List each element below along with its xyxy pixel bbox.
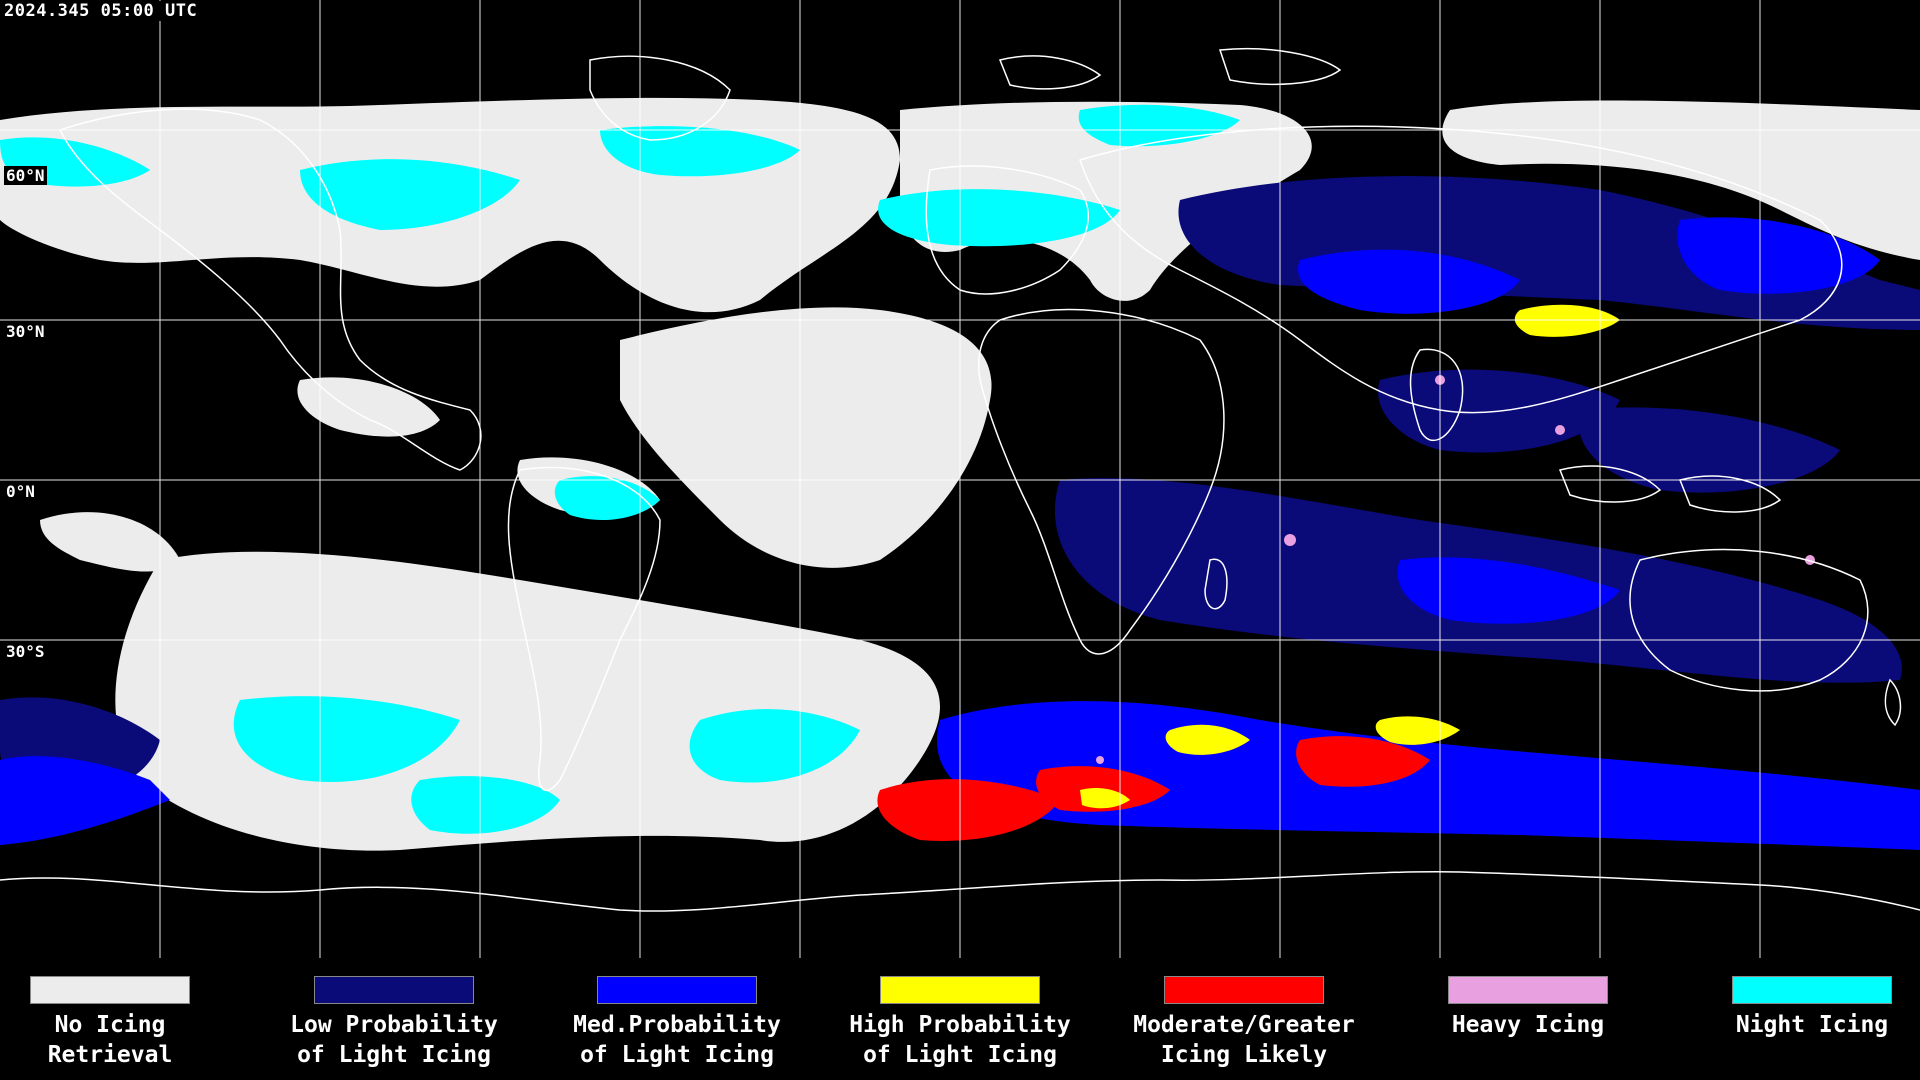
- moderate-icing-layer: [877, 736, 1430, 841]
- timestamp-label: 2024.345 05:00 UTC: [2, 1, 200, 21]
- legend-swatch-high: [880, 976, 1040, 1004]
- legend-swatch-heavy: [1448, 976, 1608, 1004]
- legend-swatch-moderate: [1164, 976, 1324, 1004]
- lat-label-30s: 30°S: [4, 642, 47, 661]
- legend-item-low: Low Probability of Light Icing: [254, 976, 534, 1070]
- legend-swatch-low: [314, 976, 474, 1004]
- legend-label-night: Night Icing: [1735, 1012, 1889, 1038]
- lat-label-60n: 60°N: [4, 166, 47, 185]
- legend-item-no-icing: No Icing Retrieval: [0, 976, 250, 1070]
- legend-swatch-night: [1732, 976, 1892, 1004]
- global-icing-map: [0, 0, 1920, 958]
- legend-label-low: Low Probability of Light Icing: [290, 1012, 498, 1068]
- heavy-icing-layer: [1096, 375, 1815, 764]
- legend-item-med: Med.Probability of Light Icing: [537, 976, 817, 1070]
- legend-label-moderate: Moderate/Greater Icing Likely: [1133, 1012, 1355, 1068]
- legend-label-no-icing: No Icing Retrieval: [47, 1012, 173, 1068]
- legend-swatch-med: [597, 976, 757, 1004]
- legend-item-night: Night Icing: [1672, 976, 1920, 1040]
- icing-legend: No Icing Retrieval Low Probability of Li…: [0, 958, 1920, 1080]
- legend-label-high: High Probability of Light Icing: [849, 1012, 1071, 1068]
- legend-item-moderate: Moderate/Greater Icing Likely: [1104, 976, 1384, 1070]
- lat-label-equator: 0°N: [4, 482, 37, 501]
- legend-swatch-no-icing: [30, 976, 190, 1004]
- lat-lon-grid: [0, 0, 1920, 958]
- legend-label-med: Med.Probability of Light Icing: [573, 1012, 781, 1068]
- legend-label-heavy: Heavy Icing: [1451, 1012, 1605, 1038]
- legend-item-high: High Probability of Light Icing: [820, 976, 1100, 1070]
- lat-label-30n: 30°N: [4, 322, 47, 341]
- legend-item-heavy: Heavy Icing: [1388, 976, 1668, 1040]
- high-probability-layer: [1080, 304, 1620, 809]
